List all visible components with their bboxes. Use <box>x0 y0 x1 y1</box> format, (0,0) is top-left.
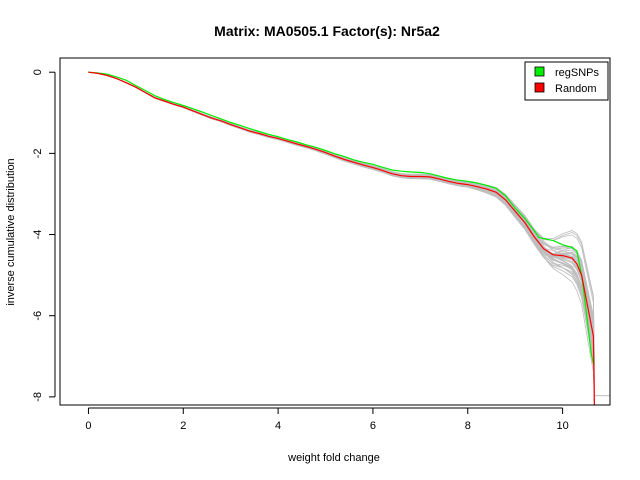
y-axis: 0 -2 -4 -6 -8 <box>32 69 56 402</box>
series-group <box>88 71 595 406</box>
x-axis: 0 2 4 6 8 10 <box>85 407 569 432</box>
chart-title: Matrix: MA0505.1 Factor(s): Nr5a2 <box>214 23 440 39</box>
x-tick-label: 2 <box>180 420 186 432</box>
x-tick-label: 0 <box>85 420 91 432</box>
legend-label-random: Random <box>555 83 597 95</box>
x-tick-label: 8 <box>465 420 471 432</box>
y-tick-label: -4 <box>32 230 44 240</box>
legend-swatch-regsnps <box>534 66 545 77</box>
y-tick-label: 0 <box>32 69 44 75</box>
y-axis-label: inverse cumulative distribution <box>5 158 17 305</box>
legend-swatch-random <box>534 82 545 93</box>
x-tick-label: 6 <box>370 420 376 432</box>
y-tick-label: -6 <box>32 311 44 321</box>
x-tick-label: 4 <box>275 420 281 432</box>
y-tick-label: -8 <box>32 392 44 402</box>
legend-label-regsnps: regSNPs <box>555 67 600 79</box>
x-tick-label: 10 <box>556 420 568 432</box>
series-line-random <box>88 71 595 406</box>
legend: regSNPs Random <box>524 61 609 101</box>
x-axis-label: weight fold change <box>287 452 380 464</box>
y-tick-label: -2 <box>32 148 44 158</box>
plot-area-frame <box>59 57 611 406</box>
series-line-regsnps <box>88 71 594 365</box>
